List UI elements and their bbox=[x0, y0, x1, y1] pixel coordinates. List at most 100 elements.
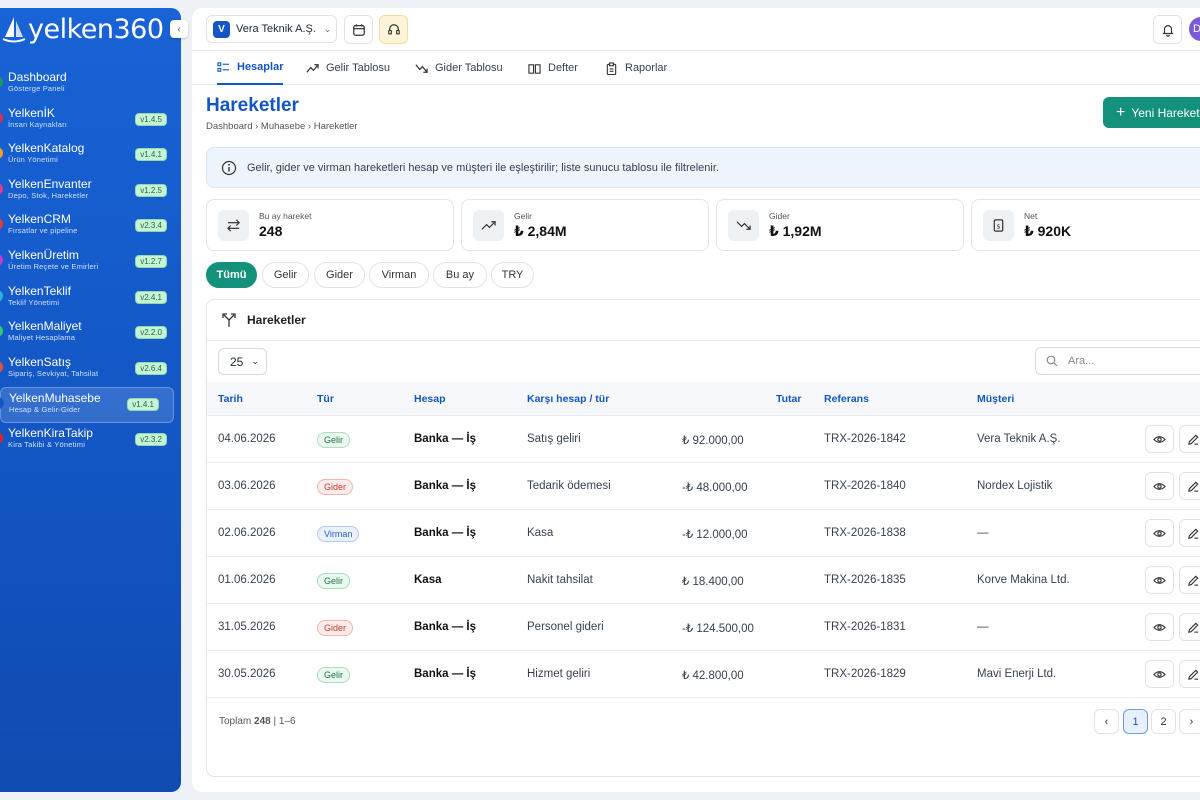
sidebar-item[interactable]: Dashboard Gösterge Paneli bbox=[0, 67, 181, 103]
filter-chip-expense[interactable]: Gider bbox=[314, 262, 365, 288]
column-header-reference[interactable]: Referans bbox=[824, 393, 869, 405]
view-button[interactable] bbox=[1145, 519, 1174, 547]
sidebar-item-label: YelkenCRM bbox=[8, 212, 71, 227]
view-button[interactable] bbox=[1145, 425, 1174, 453]
table-footer-total: Toplam 248 | 1–6 bbox=[219, 716, 296, 727]
prev-page-button[interactable]: ‹ bbox=[1094, 709, 1119, 734]
sidebar-item-subtitle: İnsan Kaynakları bbox=[8, 119, 68, 129]
sidebar-item-label: YelkenSatış bbox=[8, 354, 71, 369]
cell-counter-account: Kasa bbox=[527, 527, 554, 539]
version-badge: v2.3.2 bbox=[135, 432, 167, 446]
sidebar-item-label: YelkenÜretim bbox=[8, 247, 79, 262]
filter-chip-all[interactable]: Tümü bbox=[206, 262, 257, 288]
table-row[interactable]: 02.06.2026 Virman Banka — İş Kasa -₺ 12.000,… bbox=[207, 510, 1200, 557]
column-header-account[interactable]: Hesap bbox=[414, 393, 446, 405]
stat-label: Bu ay hareket bbox=[259, 211, 312, 221]
collapse-sidebar-button[interactable]: ‹ bbox=[170, 20, 188, 38]
column-header-date[interactable]: Tarih bbox=[218, 393, 243, 405]
view-button[interactable] bbox=[1145, 472, 1174, 500]
edit-button[interactable] bbox=[1179, 566, 1200, 594]
sidebar-item[interactable]: YelkenİK İnsan Kaynakları v1.4.5 bbox=[0, 103, 181, 139]
page-button-1[interactable]: 1 bbox=[1123, 709, 1148, 734]
filter-chip-this-month[interactable]: Bu ay bbox=[433, 262, 487, 288]
version-badge: v1.4.1 bbox=[135, 148, 167, 162]
tab-gelir-tablosu[interactable]: Gelir Tablosu bbox=[306, 51, 390, 85]
support-button[interactable] bbox=[379, 15, 408, 44]
sidebar-item[interactable]: YelkenEnvanter Depo, Stok, Hareketler v1.2… bbox=[0, 174, 181, 210]
tab-label: Raporlar bbox=[625, 62, 668, 74]
column-header-counter-account[interactable]: Karşı hesap / tür bbox=[527, 393, 610, 405]
edit-button[interactable] bbox=[1179, 519, 1200, 547]
cell-account: Banka — İş bbox=[414, 480, 476, 492]
main-content: V Vera Teknik A.Ş. ⌄ D Hesaplar Gelir Ta… bbox=[192, 8, 1200, 792]
module-dot bbox=[0, 431, 3, 444]
cell-customer: — bbox=[977, 527, 989, 539]
table-row[interactable]: 31.05.2026 Gider Banka — İş Personel gideri… bbox=[207, 604, 1200, 651]
sidebar-item[interactable]: YelkenSatış Sipariş, Sevkiyat, Tahsilat v2… bbox=[0, 352, 181, 388]
column-header-amount[interactable]: Tutar bbox=[776, 393, 802, 405]
bell-icon bbox=[1161, 24, 1174, 37]
tab-label: Defter bbox=[548, 62, 578, 74]
info-text: Gelir, gider ve virman hareketleri hesap… bbox=[247, 161, 719, 174]
table-row[interactable]: 01.06.2026 Gelir Kasa Nakit tahsilat ₺ 18.40… bbox=[207, 557, 1200, 604]
view-button[interactable] bbox=[1145, 613, 1174, 641]
cell-counter-account: Hizmet geliri bbox=[527, 668, 591, 680]
search-input[interactable]: Ara... bbox=[1035, 347, 1200, 375]
filter-chip-currency[interactable]: TRY bbox=[491, 262, 534, 288]
filter-chip-transfer[interactable]: Virman bbox=[369, 262, 429, 288]
edit-button[interactable] bbox=[1179, 425, 1200, 453]
company-name: Vera Teknik A.Ş. bbox=[236, 23, 316, 35]
cell-customer: Korve Makina Ltd. bbox=[977, 574, 1070, 586]
sidebar-item[interactable]: YelkenKiraTakip Kira Takibi & Yönetimi v2.… bbox=[0, 423, 181, 459]
page-size-select[interactable]: 25 ⌄ bbox=[218, 348, 267, 375]
sidebar-item[interactable]: YelkenMuhasebe Hesap & Gelir-Gider v1.4.1 bbox=[0, 387, 174, 423]
swap-icon bbox=[227, 219, 240, 232]
tab-hesaplar[interactable]: Hesaplar bbox=[217, 51, 284, 85]
stat-label: Net bbox=[1024, 211, 1038, 221]
sidebar-nav: Dashboard Gösterge Paneli YelkenİK İnsan Ka… bbox=[0, 67, 181, 459]
company-selector[interactable]: V Vera Teknik A.Ş. ⌄ bbox=[206, 15, 337, 43]
edit-button[interactable] bbox=[1179, 472, 1200, 500]
cell-date: 30.05.2026 bbox=[218, 668, 276, 680]
column-header-type[interactable]: Tür bbox=[317, 393, 334, 405]
edit-icon bbox=[1188, 575, 1199, 586]
calendar-icon bbox=[352, 23, 365, 36]
view-button[interactable] bbox=[1145, 566, 1174, 594]
tab-raporlar[interactable]: Raporlar bbox=[605, 51, 667, 85]
sidebar-item[interactable]: YelkenMaliyet Maliyet Hesaplama v2.2.0 bbox=[0, 316, 181, 352]
filter-chip-income[interactable]: Gelir bbox=[262, 262, 309, 288]
cell-reference: TRX-2026-1840 bbox=[824, 480, 906, 492]
column-header-customer[interactable]: Müşteri bbox=[977, 393, 1015, 405]
table-row[interactable]: 03.06.2026 Gider Banka — İş Tedarik ödemesi… bbox=[207, 463, 1200, 510]
calendar-button[interactable] bbox=[344, 15, 373, 44]
table-row[interactable]: 04.06.2026 Gelir Banka — İş Satış geliri ₺ 9… bbox=[207, 416, 1200, 463]
stat-value: ₺ 1,92M bbox=[769, 223, 822, 239]
search-placeholder: Ara... bbox=[1068, 355, 1095, 367]
eye-icon bbox=[1153, 435, 1166, 443]
sidebar-item[interactable]: YelkenCRM Fırsatlar ve pipeline v2.3.4 bbox=[0, 209, 181, 245]
tab-gider-tablosu[interactable]: Gider Tablosu bbox=[415, 51, 503, 85]
sidebar-item[interactable]: YelkenÜretim Üretim Reçete ve Emirleri v1.… bbox=[0, 245, 181, 281]
sidebar-item[interactable]: YelkenKatalog Ürün Yönetimi v1.4.1 bbox=[0, 138, 181, 174]
edit-icon bbox=[1188, 669, 1199, 680]
type-badge: Gelir bbox=[317, 573, 351, 589]
table-row[interactable]: 30.05.2026 Gelir Banka — İş Hizmet geliri ₺ … bbox=[207, 651, 1200, 698]
new-button-label: Yeni Hareket bbox=[1131, 105, 1200, 120]
view-button[interactable] bbox=[1145, 660, 1174, 688]
list-icon bbox=[217, 61, 230, 72]
brand-logo[interactable]: yelken360 bbox=[2, 14, 164, 45]
notifications-button[interactable] bbox=[1153, 15, 1182, 44]
plus-icon: + bbox=[1116, 103, 1126, 121]
edit-button[interactable] bbox=[1179, 660, 1200, 688]
next-page-button[interactable]: › bbox=[1179, 709, 1200, 734]
new-transaction-button[interactable]: + Yeni Hareket bbox=[1103, 97, 1200, 128]
edit-button[interactable] bbox=[1179, 613, 1200, 641]
sidebar-item[interactable]: YelkenTeklif Teklif Yönetimi v2.4.1 bbox=[0, 281, 181, 317]
version-badge: v1.2.7 bbox=[135, 254, 167, 268]
page-button-2[interactable]: 2 bbox=[1151, 709, 1176, 734]
cell-account: Banka — İş bbox=[414, 527, 476, 539]
user-avatar[interactable]: D bbox=[1189, 17, 1200, 41]
type-badge: Gelir bbox=[317, 432, 351, 448]
edit-icon bbox=[1188, 481, 1199, 492]
tab-defter[interactable]: Defter bbox=[528, 51, 578, 85]
